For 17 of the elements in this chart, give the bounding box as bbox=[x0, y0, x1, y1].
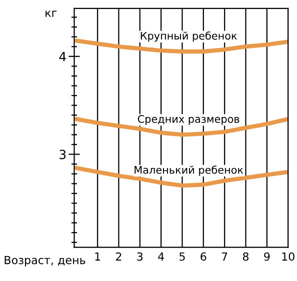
x-tick-label: 9 bbox=[264, 252, 270, 261]
series-label: Крупный ребенок bbox=[140, 31, 237, 42]
x-tick-label: 6 bbox=[200, 252, 206, 261]
x-tick-label: 2 bbox=[116, 252, 122, 261]
x-tick-label: 10 bbox=[282, 252, 294, 261]
x-tick-label: 5 bbox=[180, 252, 185, 261]
series-label: Маленький ребенок bbox=[134, 166, 244, 176]
x-axis-title: Возраст, день bbox=[4, 256, 86, 266]
line-series bbox=[74, 116, 288, 137]
y-axis-title: кг bbox=[46, 10, 57, 17]
x-tick-label: 7 bbox=[222, 252, 228, 261]
x-tick-label: 3 bbox=[137, 252, 143, 261]
x-tick-label: 4 bbox=[158, 252, 164, 261]
x-tick-label: 8 bbox=[242, 252, 249, 261]
series-label: Средних размеров bbox=[138, 115, 240, 125]
line-series bbox=[74, 166, 288, 188]
x-tick-label: 1 bbox=[95, 252, 100, 261]
